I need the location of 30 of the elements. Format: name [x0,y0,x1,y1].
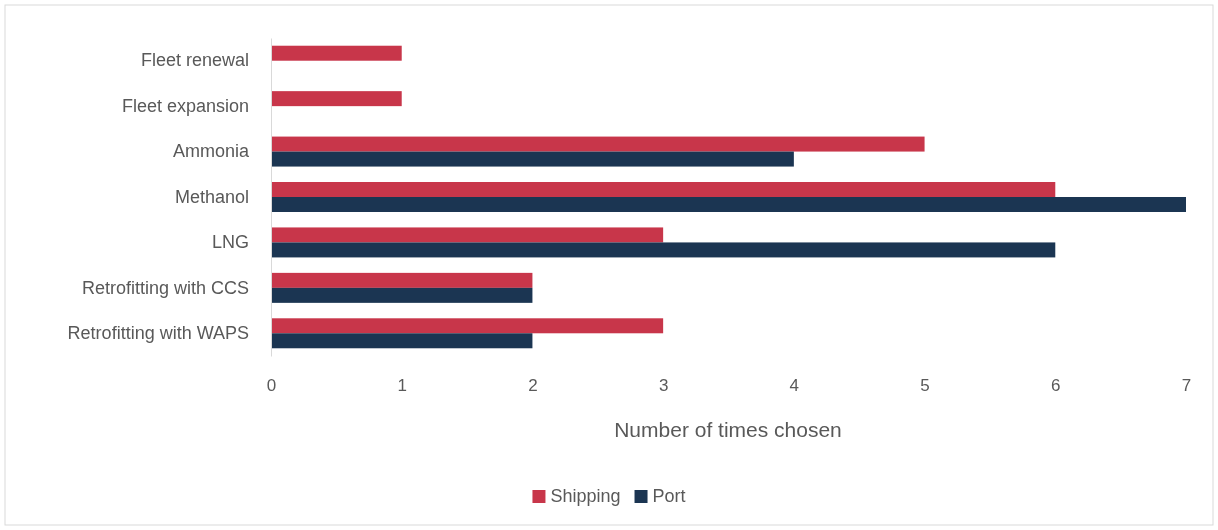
bar [271,318,664,334]
bar [271,91,402,107]
x-tick-label: 6 [1051,376,1061,396]
bar [271,287,533,303]
y-tick-label: Fleet expansion [121,95,249,116]
bar [271,242,1056,258]
bar [271,333,533,349]
x-tick-label: 5 [920,376,930,396]
x-tick-label: 7 [1181,376,1192,396]
y-tick-label: Ammonia [172,141,250,162]
y-tick-label: Methanol [174,186,249,207]
y-tick-label: Retrofitting with WAPS [67,323,249,344]
bar [271,272,533,288]
bar [271,197,1186,212]
x-tick-label: 0 [266,376,277,396]
y-tick-label: Retrofitting with CCS [81,277,249,298]
bar [271,182,1056,197]
x-tick-label: 4 [789,376,800,396]
bar [271,227,664,243]
x-tick-label: 3 [658,376,669,396]
legend-label: Port [652,486,686,506]
legend-label: Shipping [550,486,621,506]
bar [271,45,402,61]
x-tick-label: 1 [397,376,407,396]
y-tick-label: LNG [211,232,249,253]
y-tick-label: Fleet renewal [140,50,249,71]
bar [271,136,925,152]
bar [271,151,794,167]
x-axis-title: Number of times chosen [614,418,842,441]
x-tick-label: 2 [528,376,538,396]
